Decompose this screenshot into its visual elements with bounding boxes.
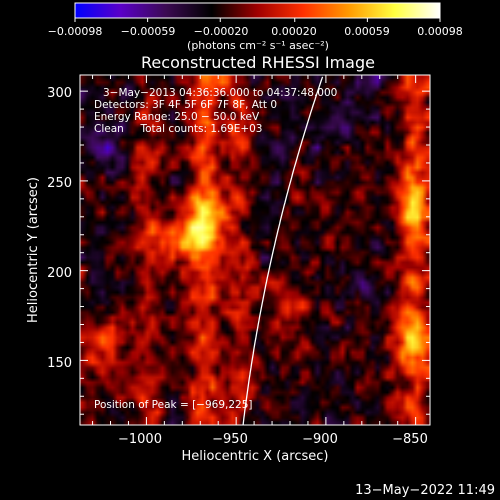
- colorbar-tick-labels: −0.00098 −0.00059 −0.00020 0.00020 0.000…: [48, 25, 463, 38]
- annotations: 3−May−2013 04:36:36.000 to 04:37:48.000 …: [94, 87, 337, 411]
- colorbar-tick-label: 0.00098: [417, 25, 463, 38]
- x-tick-label: −950: [212, 432, 248, 447]
- x-axis: −1000 −950 −900 −850 Heliocentric X (arc…: [118, 432, 428, 464]
- plot-frame: [79, 74, 431, 426]
- colorbar-frame: [74, 2, 441, 19]
- colorbar-tick-label: −0.00020: [194, 25, 249, 38]
- method-counts-text: Clean Total counts: 1.69E+03: [94, 123, 263, 135]
- colorbar-tick-label: 0.00020: [271, 25, 317, 38]
- chart-title: Reconstructed RHESSI Image: [141, 53, 375, 72]
- detectors-text: Detectors: 3F 4F 5F 6F 7F 8F, Att 0: [94, 99, 277, 111]
- footer-timestamp: 13−May−2022 11:49: [355, 483, 495, 498]
- x-tick-label: −1000: [118, 432, 162, 447]
- x-axis-label: Heliocentric X (arcsec): [182, 449, 329, 464]
- y-axis-label: Heliocentric Y (arcsec): [26, 177, 41, 323]
- colorbar-gradient: [75, 3, 440, 18]
- y-tick-label: 250: [47, 176, 72, 191]
- colorbar-tick-label: −0.00059: [121, 25, 176, 38]
- y-tick-label: 150: [47, 356, 72, 371]
- plot-area: [79, 74, 431, 426]
- colorbar-tick-label: 0.00059: [344, 25, 390, 38]
- y-tick-label: 200: [47, 266, 72, 281]
- y-tick-label: 300: [47, 86, 72, 101]
- axis-ticks: [80, 75, 430, 425]
- colorbar-ticks: [74, 18, 441, 22]
- time-range-text: 3−May−2013 04:36:36.000 to 04:37:48.000: [103, 87, 337, 99]
- x-tick-label: −900: [302, 432, 338, 447]
- y-axis: 150 200 250 300 Heliocentric Y (arcsec): [26, 86, 72, 371]
- colorbar-tick-label: −0.00098: [48, 25, 103, 38]
- colorbar-units: (photons cm⁻² s⁻¹ asec⁻²): [187, 39, 329, 52]
- colorbar: −0.00098 −0.00059 −0.00020 0.00020 0.000…: [48, 2, 463, 52]
- heatmap-image: [80, 75, 430, 425]
- energy-range-text: Energy Range: 25.0 − 50.0 keV: [94, 111, 260, 123]
- solar-limb-line: [242, 76, 324, 425]
- peak-position-text: Position of Peak = [−969,225]: [94, 399, 253, 411]
- x-tick-label: −850: [392, 432, 428, 447]
